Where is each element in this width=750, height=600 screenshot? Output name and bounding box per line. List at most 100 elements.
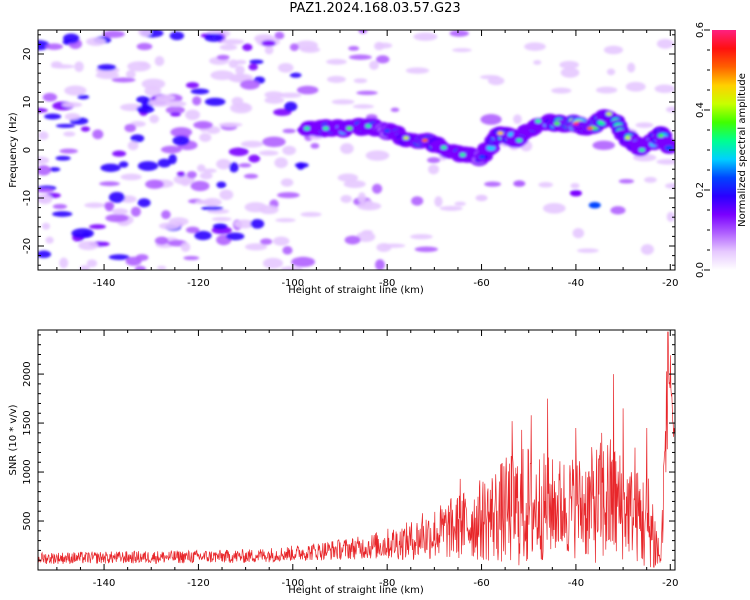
noise-blob — [337, 173, 359, 182]
noise-blob — [343, 180, 366, 189]
noise-blob — [235, 76, 250, 82]
noise-blob — [376, 42, 393, 49]
noise-blob — [84, 202, 105, 208]
noise-blob — [118, 161, 129, 168]
noise-blob — [234, 219, 255, 229]
spectrogram-heatmap — [38, 30, 675, 270]
signal-peak — [440, 145, 447, 150]
noise-blob — [97, 64, 117, 71]
noise-blob — [204, 33, 224, 42]
noise-blob — [524, 42, 546, 51]
noise-blob — [204, 97, 226, 106]
noise-blob — [170, 127, 193, 138]
noise-blob — [138, 30, 152, 37]
noise-blob — [243, 173, 259, 179]
noise-blob — [183, 256, 200, 261]
noise-blob — [326, 58, 347, 65]
noise-blob — [235, 59, 247, 65]
page-title: PAZ1.2024.168.03.57.G23 — [289, 1, 461, 16]
y-tick-label: 1500 — [22, 410, 33, 435]
noise-blob — [134, 265, 146, 270]
noise-blob — [278, 92, 302, 98]
noise-blob — [289, 72, 302, 78]
noise-blob — [358, 30, 368, 34]
noise-blob — [112, 208, 129, 215]
noise-blob — [185, 82, 200, 89]
y-tick-label: 500 — [22, 511, 33, 530]
x-tick-label: -20 — [662, 578, 678, 589]
noise-blob — [55, 155, 71, 161]
noise-blob — [364, 200, 374, 208]
noise-blob — [413, 32, 438, 41]
noise-blob — [130, 206, 141, 217]
noise-blob — [59, 257, 69, 269]
colorbar-gradient — [712, 30, 736, 270]
signal-peak — [605, 112, 612, 116]
noise-blob — [259, 205, 279, 215]
noise-blob — [156, 265, 167, 270]
noise-blob — [192, 96, 202, 106]
noise-blob — [300, 211, 322, 217]
noise-blob — [38, 250, 52, 259]
noise-blob — [55, 123, 76, 128]
noise-blob — [369, 60, 379, 70]
colorbar-ticks: 0.0 0.2 0.4 0.6 — [695, 22, 710, 278]
snr-panel: -140 -120 -100 -80 -60 -40 -20 500 1000 1500 2000… — [8, 329, 678, 596]
noise-blob — [194, 230, 212, 241]
noise-blob — [124, 123, 137, 133]
noise-blob — [327, 75, 346, 83]
snr-frame — [37, 329, 676, 571]
signal-peak — [365, 124, 372, 128]
noise-blob — [618, 178, 635, 184]
noise-blob — [262, 257, 284, 269]
signal-peak — [459, 153, 466, 157]
noise-blob — [199, 133, 212, 142]
noise-blob — [282, 145, 297, 156]
noise-blob — [63, 131, 76, 137]
noise-blob — [136, 42, 153, 51]
colorbar-tick-label: 0.0 — [695, 262, 706, 278]
noise-blob — [610, 206, 626, 215]
noise-blob — [41, 222, 51, 230]
noise-blob — [439, 205, 463, 211]
y-tick-label: 1000 — [22, 459, 33, 484]
noise-blob — [190, 180, 210, 192]
noise-blob — [219, 44, 238, 51]
noise-blob — [289, 43, 299, 52]
noise-blob — [533, 60, 542, 65]
noise-blob — [249, 59, 264, 65]
spectrogram-x-axis-label: Height of straight line (km) — [288, 285, 424, 296]
signal-peak — [535, 119, 542, 123]
noise-blob — [280, 266, 303, 270]
x-tick-label: -100 — [281, 278, 304, 289]
noise-blob — [78, 240, 99, 251]
noise-blob — [105, 202, 114, 212]
noise-blob — [274, 31, 285, 40]
noise-blob — [480, 114, 502, 125]
noise-blob — [180, 242, 191, 252]
spectrogram-y-axis-label: Frequency (Hz) — [8, 112, 19, 188]
noise-blob — [235, 65, 245, 75]
noise-blob — [588, 202, 601, 209]
noise-blob — [291, 256, 316, 267]
noise-blob — [428, 164, 440, 175]
noise-blob — [139, 61, 149, 68]
noise-blob — [248, 63, 258, 71]
noise-blob — [229, 162, 239, 173]
y-tick-label: 10 — [22, 96, 33, 109]
noise-blob — [666, 211, 675, 222]
noise-blob — [125, 256, 142, 266]
noise-blob — [375, 55, 390, 64]
noise-blob — [606, 68, 616, 76]
noise-blob — [80, 126, 91, 132]
noise-blob — [216, 158, 232, 170]
noise-blob — [543, 203, 566, 214]
noise-blob — [282, 246, 293, 255]
noise-blob — [513, 180, 526, 187]
snr-y-axis-label: SNR (10 * v/v) — [8, 404, 19, 475]
x-tick-label: -140 — [93, 578, 116, 589]
noise-blob — [665, 182, 675, 189]
noise-blob — [185, 109, 201, 121]
noise-blob — [572, 228, 585, 239]
noise-blob — [48, 167, 61, 172]
